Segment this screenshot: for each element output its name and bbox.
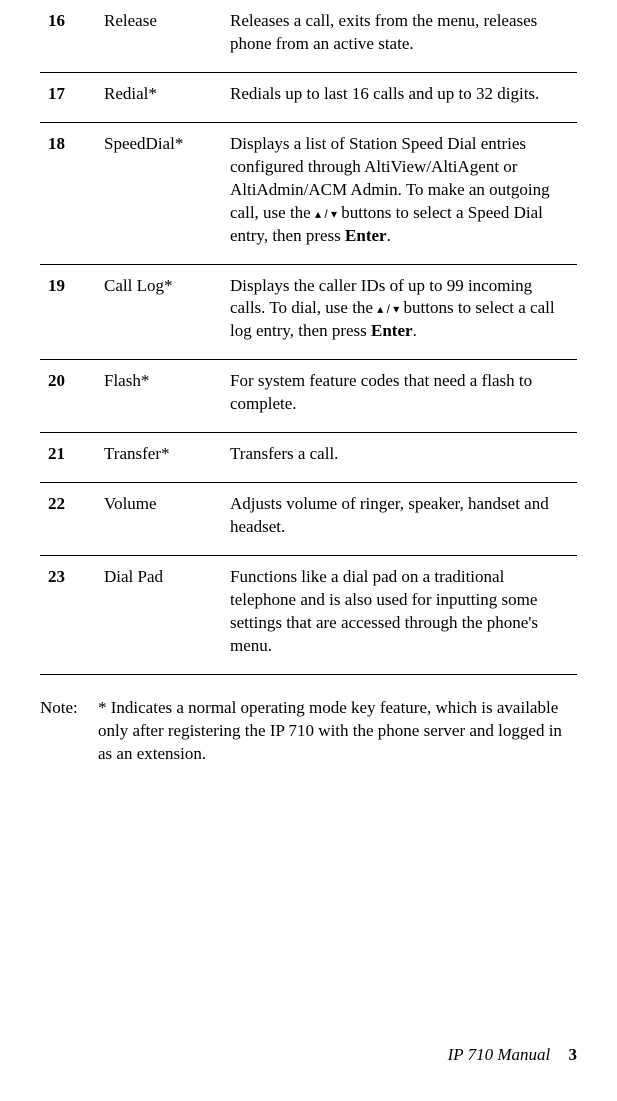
table-row: 19Call Log*Displays the caller IDs of up… [40,264,577,360]
row-number: 21 [40,433,96,483]
table-row: 22VolumeAdjusts volume of ringer, speake… [40,483,577,556]
row-number: 22 [40,483,96,556]
row-key-name: Transfer* [96,433,222,483]
row-number: 23 [40,556,96,675]
footer-title: IP 710 Manual [448,1045,551,1064]
row-key-name: Call Log* [96,264,222,360]
row-description: Releases a call, exits from the menu, re… [222,0,577,72]
table-row: 17Redial*Redials up to last 16 calls and… [40,72,577,122]
row-number: 20 [40,360,96,433]
row-number: 18 [40,122,96,264]
table-row: 18SpeedDial*Displays a list of Station S… [40,122,577,264]
row-number: 16 [40,0,96,72]
row-number: 19 [40,264,96,360]
row-description: Functions like a dial pad on a tradition… [222,556,577,675]
row-key-name: Flash* [96,360,222,433]
page-footer: IP 710 Manual 3 [448,1045,577,1065]
row-key-name: Redial* [96,72,222,122]
key-feature-table: 16ReleaseReleases a call, exits from the… [40,0,577,675]
emphasis-text: Enter [371,321,413,340]
table-row: 20Flash*For system feature codes that ne… [40,360,577,433]
footer-page-number: 3 [569,1045,578,1064]
row-description: Adjusts volume of ringer, speaker, hands… [222,483,577,556]
row-key-name: Dial Pad [96,556,222,675]
row-key-name: SpeedDial* [96,122,222,264]
row-description: For system feature codes that need a fla… [222,360,577,433]
up-down-arrows-icon: ▴ / ▾ [377,302,399,316]
page: 16ReleaseReleases a call, exits from the… [0,0,617,1101]
row-number: 17 [40,72,96,122]
table-body: 16ReleaseReleases a call, exits from the… [40,0,577,674]
row-key-name: Volume [96,483,222,556]
table-row: 16ReleaseReleases a call, exits from the… [40,0,577,72]
row-description: Transfers a call. [222,433,577,483]
note-label: Note: [40,697,98,766]
table-row: 23Dial PadFunctions like a dial pad on a… [40,556,577,675]
row-key-name: Release [96,0,222,72]
note-text: * Indicates a normal operating mode key … [98,697,577,766]
note-block: Note: * Indicates a normal operating mod… [40,697,577,766]
emphasis-text: Enter [345,226,387,245]
row-description: Displays a list of Station Speed Dial en… [222,122,577,264]
row-description: Redials up to last 16 calls and up to 32… [222,72,577,122]
up-down-arrows-icon: ▴ / ▾ [315,207,337,221]
row-description: Displays the caller IDs of up to 99 inco… [222,264,577,360]
table-row: 21Transfer*Transfers a call. [40,433,577,483]
